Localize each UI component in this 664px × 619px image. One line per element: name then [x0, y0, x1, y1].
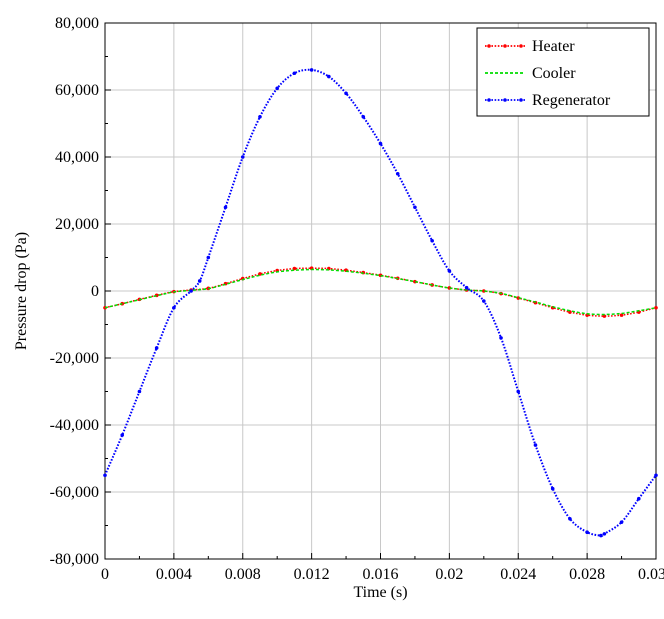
data-point-regenerator [240, 155, 245, 159]
y-tick-label: 80,000 [55, 15, 99, 32]
data-point-regenerator [309, 68, 314, 72]
y-tick-label: -20,000 [50, 350, 99, 367]
x-tick-label: 0.02 [435, 566, 463, 583]
legend-marker [503, 44, 507, 48]
series-regenerator [103, 68, 658, 538]
data-point-heater [654, 305, 658, 310]
data-point-regenerator [516, 389, 521, 394]
data-point-regenerator [189, 289, 193, 293]
data-point-regenerator [275, 86, 279, 91]
axis-ticks: 0 0.004 0.008 0.012 0.016 0.02 0.024 0.028 0.032… [50, 15, 664, 583]
y-tick-label: -40,000 [50, 417, 99, 434]
x-tick-label: 0.012 [294, 566, 330, 583]
data-point-regenerator [430, 238, 434, 243]
data-point-regenerator [654, 473, 658, 478]
y-tick-label: 60,000 [55, 82, 99, 99]
x-tick-label: 0.016 [363, 566, 399, 583]
legend-marker [503, 98, 507, 102]
x-tick-label: 0.024 [500, 566, 536, 583]
data-point-regenerator [395, 171, 400, 176]
legend-marker [487, 44, 491, 48]
legend-label-regenerator: Regenerator [532, 92, 611, 109]
legend-item-cooler: Cooler [485, 65, 576, 82]
data-point-regenerator [482, 299, 486, 303]
y-axis-title: Pressure drop (Pa) [13, 232, 30, 350]
y-tick-label: -80,000 [50, 551, 99, 568]
data-point-regenerator [533, 443, 538, 447]
data-point-regenerator [378, 141, 383, 146]
data-point-regenerator [499, 336, 503, 340]
series-line-heater [104, 267, 657, 317]
legend-item-regenerator: Regenerator [485, 92, 611, 109]
data-point-regenerator [206, 255, 211, 260]
data-point-heater [516, 296, 521, 300]
x-axis-title: Time (s) [353, 584, 407, 601]
data-point-regenerator [602, 532, 607, 536]
data-point-regenerator [447, 269, 452, 273]
series-line-cooler [104, 268, 657, 316]
data-point-regenerator [550, 486, 555, 491]
data-point-regenerator [137, 389, 142, 394]
series-cooler [104, 268, 657, 316]
legend: Heater Cooler Regenerator [476, 27, 650, 117]
series-lines [103, 68, 658, 538]
data-point-regenerator [327, 74, 331, 79]
data-point-regenerator [223, 205, 228, 210]
x-tick-label: 0.028 [569, 566, 605, 583]
data-point-heater [619, 313, 624, 317]
legend-marker [519, 98, 523, 102]
y-tick-label: 40,000 [55, 149, 99, 166]
x-tick-label: 0.032 [638, 566, 664, 583]
data-point-regenerator [172, 305, 176, 310]
y-tick-label: 20,000 [55, 216, 99, 233]
data-point-regenerator [154, 346, 159, 350]
y-tick-label: 0 [91, 283, 99, 300]
data-point-heater [292, 266, 297, 271]
legend-item-heater: Heater [485, 38, 575, 55]
data-point-regenerator [120, 433, 125, 437]
data-point-regenerator [619, 520, 624, 524]
x-tick-label: 0.008 [225, 566, 261, 583]
x-tick-label: 0 [101, 566, 109, 583]
x-tick-label: 0.004 [156, 566, 192, 583]
data-point-regenerator [258, 115, 262, 119]
data-point-regenerator [103, 473, 107, 478]
data-point-regenerator [636, 496, 641, 501]
y-tick-label: -60,000 [50, 484, 99, 501]
data-point-regenerator [599, 533, 603, 538]
legend-marker [487, 98, 491, 102]
data-point-regenerator [292, 71, 297, 76]
legend-label-cooler: Cooler [532, 65, 576, 82]
data-point-regenerator [197, 279, 202, 283]
data-point-regenerator [568, 517, 572, 521]
legend-marker [519, 44, 523, 48]
data-point-regenerator [413, 205, 417, 210]
data-point-regenerator [464, 285, 469, 290]
data-point-heater [602, 314, 607, 318]
data-point-heater [482, 289, 486, 293]
data-point-regenerator [361, 115, 366, 119]
data-point-heater [447, 286, 452, 290]
legend-label-heater: Heater [532, 38, 575, 55]
data-point-regenerator [344, 91, 348, 96]
data-point-regenerator [585, 530, 589, 534]
